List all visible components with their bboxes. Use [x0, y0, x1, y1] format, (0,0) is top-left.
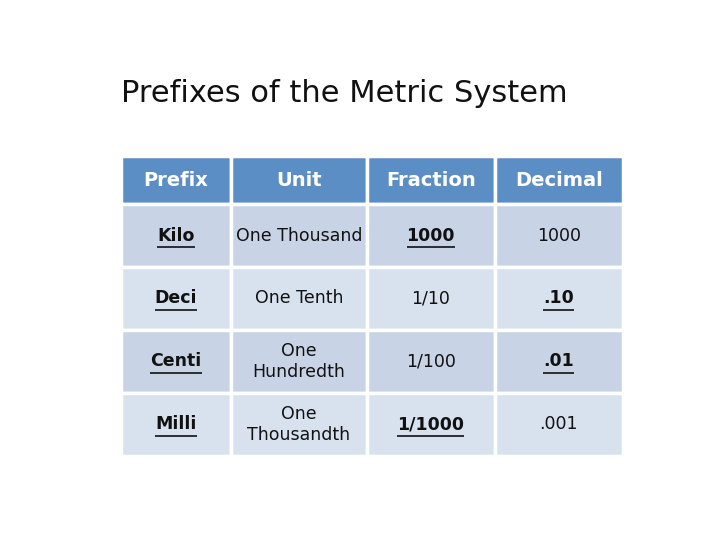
Text: Prefixes of the Metric System: Prefixes of the Metric System — [121, 79, 567, 109]
Text: 1/10: 1/10 — [411, 289, 450, 307]
Text: Prefix: Prefix — [143, 171, 208, 190]
FancyBboxPatch shape — [231, 204, 366, 267]
FancyBboxPatch shape — [121, 267, 231, 330]
FancyBboxPatch shape — [495, 393, 623, 456]
FancyBboxPatch shape — [121, 393, 231, 456]
FancyBboxPatch shape — [231, 393, 366, 456]
Text: Kilo: Kilo — [157, 227, 194, 245]
FancyBboxPatch shape — [495, 204, 623, 267]
Text: 1/100: 1/100 — [406, 352, 456, 370]
Text: Milli: Milli — [156, 415, 197, 433]
FancyBboxPatch shape — [366, 156, 495, 204]
FancyBboxPatch shape — [121, 156, 231, 204]
Text: .10: .10 — [544, 289, 575, 307]
Text: Fraction: Fraction — [386, 171, 476, 190]
Text: 1000: 1000 — [407, 227, 455, 245]
FancyBboxPatch shape — [231, 156, 366, 204]
Text: One Thousand: One Thousand — [235, 227, 362, 245]
Text: .01: .01 — [544, 352, 575, 370]
Text: One Tenth: One Tenth — [255, 289, 343, 307]
FancyBboxPatch shape — [366, 330, 495, 393]
FancyBboxPatch shape — [366, 267, 495, 330]
Text: Unit: Unit — [276, 171, 322, 190]
Text: One
Thousandth: One Thousandth — [248, 405, 351, 443]
Text: Centi: Centi — [150, 352, 202, 370]
Text: 1000: 1000 — [537, 227, 581, 245]
FancyBboxPatch shape — [121, 330, 231, 393]
FancyBboxPatch shape — [231, 267, 366, 330]
Text: Deci: Deci — [155, 289, 197, 307]
Text: 1/1000: 1/1000 — [397, 415, 464, 433]
Text: One
Hundredth: One Hundredth — [253, 342, 346, 381]
FancyBboxPatch shape — [495, 330, 623, 393]
FancyBboxPatch shape — [495, 267, 623, 330]
FancyBboxPatch shape — [495, 156, 623, 204]
Text: Decimal: Decimal — [515, 171, 603, 190]
Text: .001: .001 — [539, 415, 578, 433]
FancyBboxPatch shape — [231, 330, 366, 393]
FancyBboxPatch shape — [366, 204, 495, 267]
FancyBboxPatch shape — [121, 204, 231, 267]
FancyBboxPatch shape — [366, 393, 495, 456]
